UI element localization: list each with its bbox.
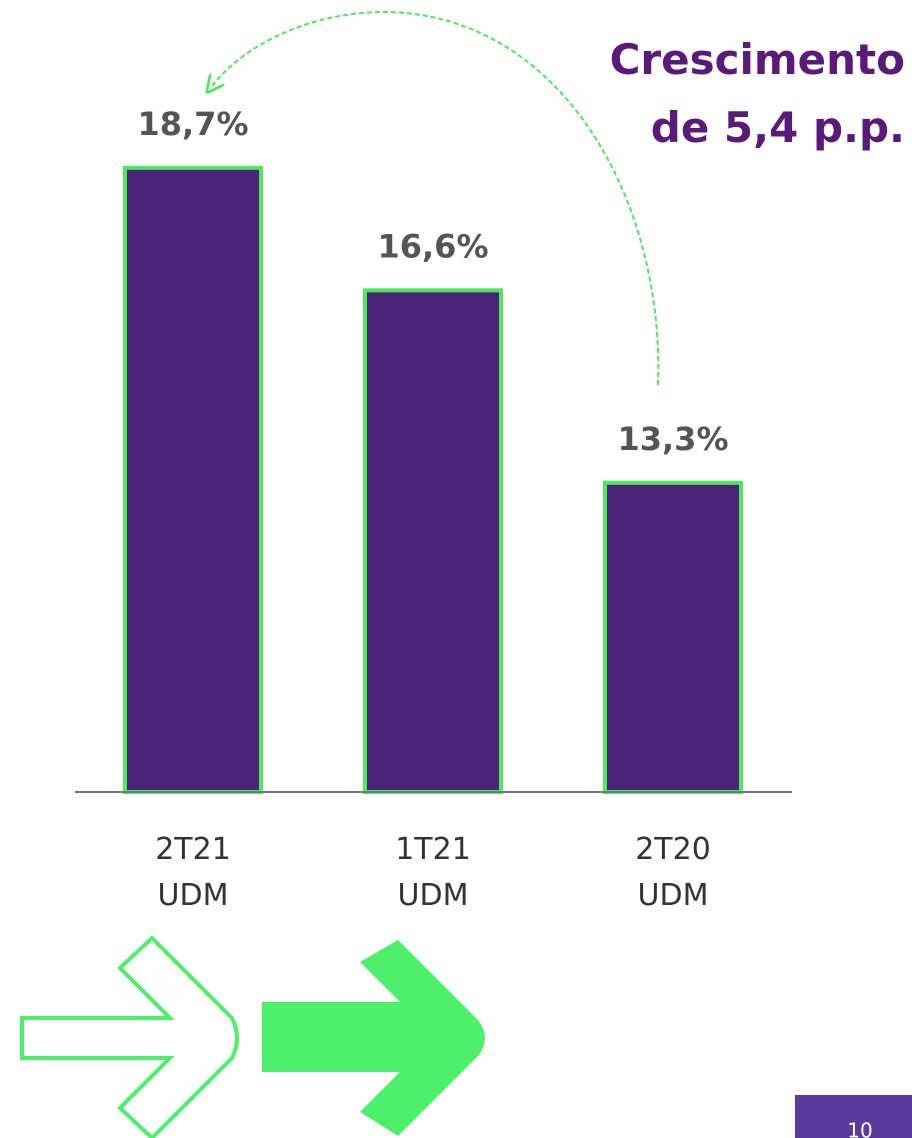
bar	[603, 480, 743, 794]
x-tick-label: 2T21 UDM	[155, 832, 231, 913]
value-label: 13,3%	[617, 420, 728, 458]
page-number-box	[795, 1095, 912, 1138]
value-label: 16,6%	[377, 227, 488, 265]
value-label: 18,7%	[137, 105, 248, 143]
annotation: Crescimento de 5,4 p.p.	[610, 35, 905, 152]
filled-arrow	[262, 940, 485, 1136]
bar	[123, 165, 263, 795]
growth-arrow	[212, 10, 660, 386]
outline-arrow	[20, 935, 239, 1138]
x-tick-label: 2T20 UDM	[635, 832, 711, 913]
page-number: 10	[847, 1119, 872, 1138]
x-tick-label: 1T21 UDM	[395, 832, 471, 913]
bar	[363, 288, 503, 794]
